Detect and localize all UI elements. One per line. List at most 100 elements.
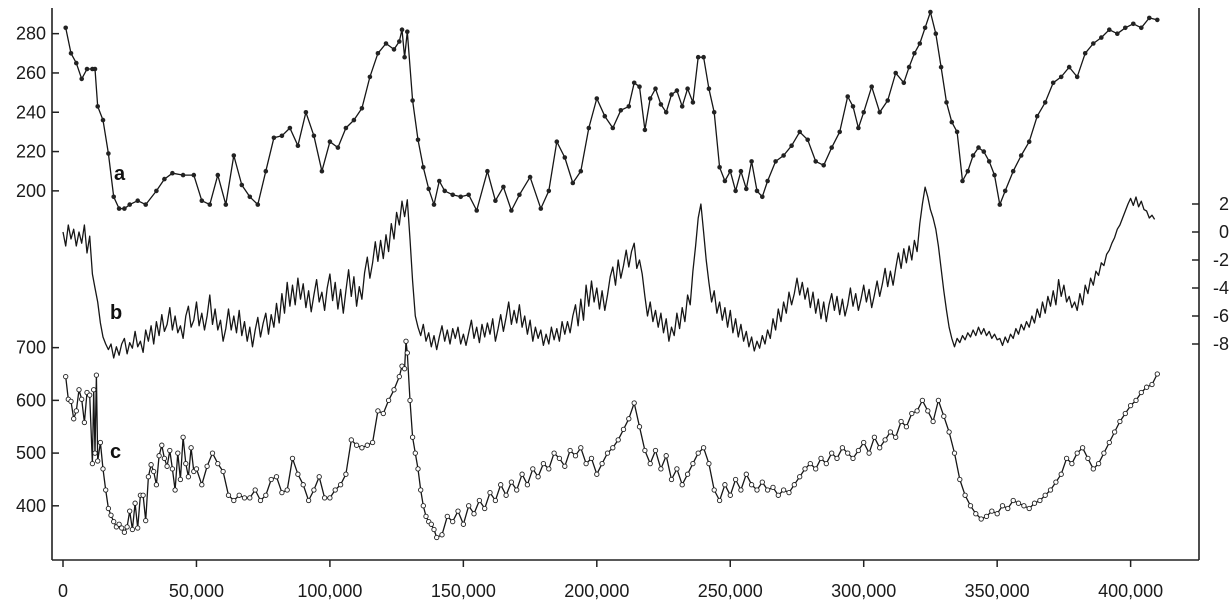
data-point-c — [225, 492, 232, 498]
data-point-c — [882, 437, 888, 443]
data-point-c — [364, 442, 370, 448]
data-point-c — [183, 460, 189, 467]
data-point-a — [885, 98, 890, 103]
data-point-c — [375, 408, 381, 414]
data-point-c — [663, 453, 669, 459]
data-point-c — [1021, 503, 1027, 509]
data-point-c — [823, 460, 829, 467]
data-point-c — [423, 513, 429, 520]
data-point-c — [690, 460, 696, 467]
data-point-c — [103, 487, 109, 493]
x-tick-label: 250,000 — [698, 581, 763, 601]
data-point-a — [351, 117, 357, 123]
data-point-c — [380, 410, 386, 417]
data-point-c — [231, 497, 237, 504]
data-point-a — [319, 168, 325, 174]
data-point-a — [738, 168, 744, 174]
data-point-a — [199, 198, 205, 203]
data-point-c — [428, 521, 434, 527]
data-point-c — [941, 413, 947, 419]
data-point-a — [359, 106, 365, 111]
data-point-a — [426, 186, 432, 192]
data-point-c — [220, 468, 226, 475]
data-point-c — [813, 466, 819, 472]
data-point-a — [397, 39, 402, 44]
data-point-c — [861, 439, 867, 446]
data-point-c — [652, 447, 659, 454]
y-tick-label-c: 700 — [16, 338, 46, 358]
data-point-c — [1031, 500, 1038, 506]
data-point-a — [180, 172, 186, 178]
data-point-a — [976, 145, 981, 150]
data-point-a — [690, 100, 696, 105]
data-point-c — [91, 387, 97, 393]
data-point-a — [997, 202, 1003, 207]
data-point-a — [405, 29, 410, 34]
data-point-a — [906, 64, 912, 70]
data-point-c — [385, 397, 392, 404]
data-point-a — [901, 80, 907, 86]
data-point-a — [111, 194, 116, 200]
data-point-a — [1002, 188, 1008, 194]
data-point-c — [578, 445, 584, 451]
y-tick-label-a: 280 — [16, 24, 46, 44]
data-point-c — [503, 492, 509, 498]
data-point-a — [538, 206, 544, 211]
data-point-c — [1015, 500, 1022, 506]
data-point-c — [151, 468, 157, 475]
data-point-a — [869, 84, 874, 89]
data-point-c — [169, 466, 176, 472]
data-point-c — [161, 455, 168, 462]
series-c — [63, 338, 1160, 541]
data-point-c — [482, 505, 488, 512]
data-point-c — [156, 453, 162, 459]
data-point-a — [437, 178, 442, 184]
data-point-c — [305, 497, 312, 504]
data-point-c — [973, 511, 979, 517]
data-point-a — [674, 88, 680, 93]
data-point-a — [1155, 17, 1160, 23]
data-point-c — [1047, 487, 1054, 493]
data-point-a — [1026, 139, 1032, 144]
data-point-c — [700, 445, 707, 451]
data-point-a — [383, 41, 389, 46]
data-point-c — [967, 503, 974, 509]
data-point-c — [100, 466, 106, 472]
data-point-c — [530, 466, 536, 472]
data-point-c — [877, 445, 883, 451]
data-point-c — [764, 487, 771, 493]
data-point-a — [618, 108, 624, 113]
data-point-a — [421, 165, 426, 170]
data-point-c — [572, 453, 579, 459]
data-point-a — [1123, 25, 1128, 31]
y-tick-label-b: -6 — [1213, 306, 1229, 326]
data-point-a — [215, 172, 221, 178]
data-point-c — [1037, 497, 1043, 504]
data-point-c — [289, 455, 296, 462]
data-point-c — [754, 487, 760, 493]
data-point-a — [733, 188, 738, 194]
data-point-c — [172, 487, 178, 493]
data-point-a — [965, 168, 971, 174]
y-tick-label-a: 240 — [16, 102, 46, 122]
data-point-c — [679, 482, 685, 488]
data-point-c — [514, 487, 520, 493]
data-point-c — [487, 489, 493, 496]
data-point-a — [84, 66, 90, 72]
data-point-c — [620, 426, 627, 433]
data-point-c — [460, 521, 467, 527]
data-point-c — [626, 416, 632, 422]
series-a — [63, 9, 1160, 213]
data-point-c — [546, 466, 552, 472]
data-point-a — [223, 202, 229, 207]
data-point-c — [642, 447, 648, 454]
data-point-c — [418, 487, 424, 493]
data-point-c — [215, 460, 221, 467]
data-point-c — [1154, 371, 1160, 377]
y-tick-label-b: 0 — [1219, 222, 1229, 242]
data-point-c — [935, 397, 942, 404]
data-point-a — [1010, 168, 1016, 174]
data-point-c — [455, 508, 461, 514]
data-point-c — [76, 387, 82, 393]
